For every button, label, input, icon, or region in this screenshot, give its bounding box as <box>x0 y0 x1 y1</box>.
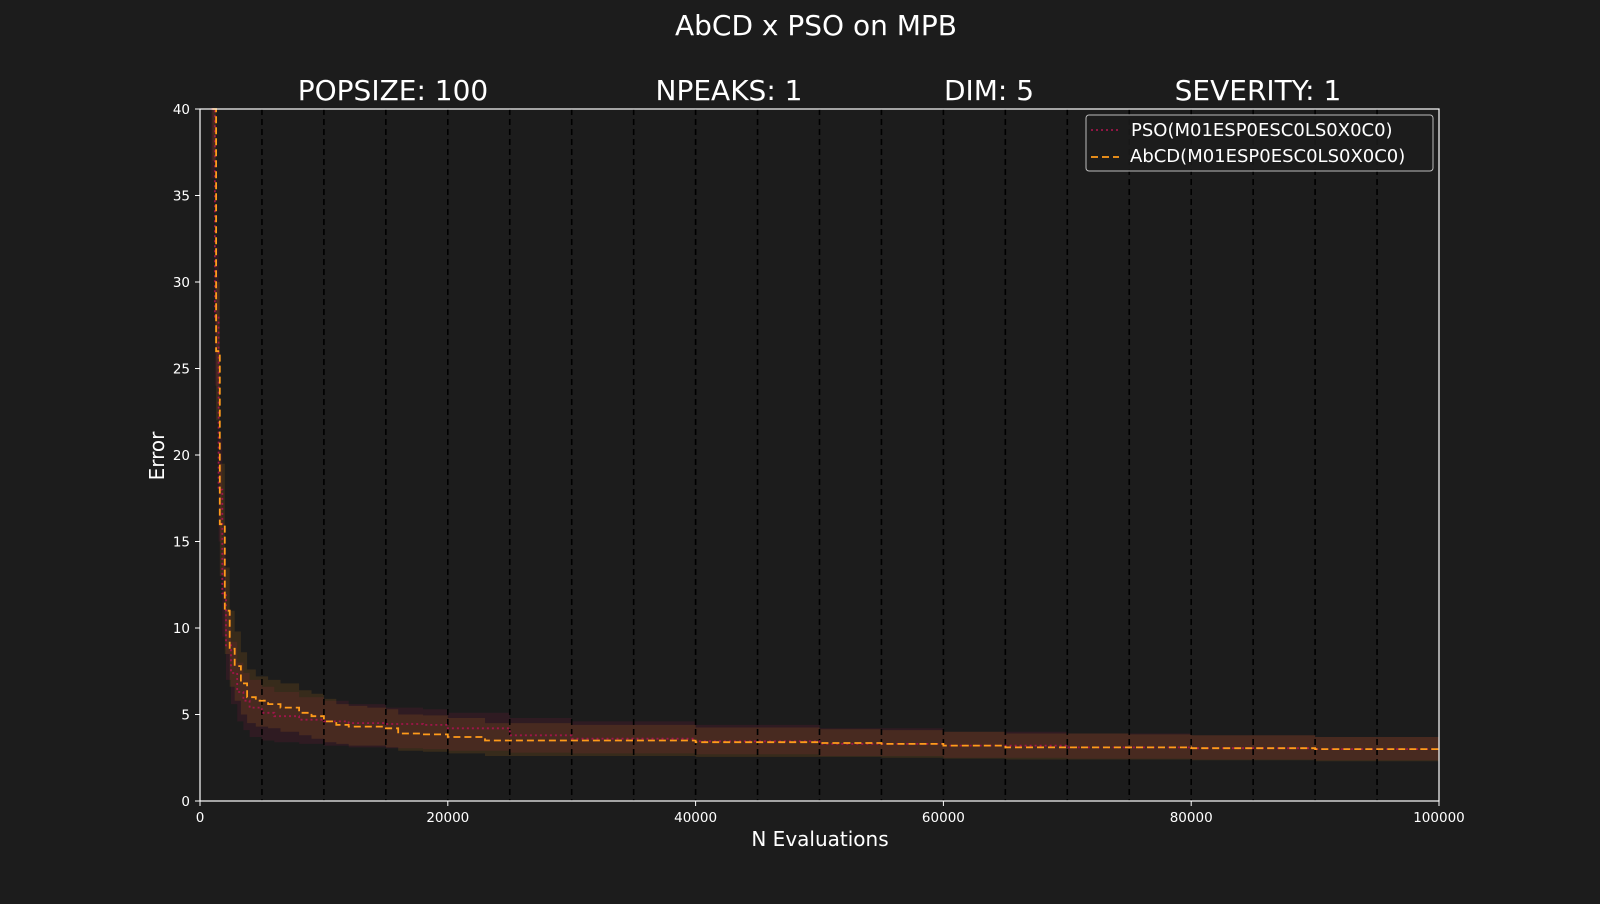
y-tick-label: 30 <box>173 275 190 291</box>
x-tick-label: 100000 <box>1413 810 1465 826</box>
chart-title: AbCD x PSO on MPB <box>675 9 957 42</box>
x-tick-label: 0 <box>196 810 205 826</box>
series-lines <box>211 108 1439 750</box>
subtitle-severity: SEVERITY: 1 <box>1175 74 1342 107</box>
y-tick-label: 20 <box>173 448 190 464</box>
y-axis-label: Error <box>145 431 169 481</box>
y-tick-label: 25 <box>173 362 190 378</box>
x-tick-label: 40000 <box>674 810 717 826</box>
y-axis-ticks: 0 5 10 15 20 25 30 35 40 <box>173 102 200 810</box>
legend-label-pso: PSO(M01ESP0ESC0LS0X0C0) <box>1131 120 1393 141</box>
x-tick-label: 60000 <box>922 810 965 826</box>
legend-label-abcd: AbCD(M01ESP0ESC0LS0X0C0) <box>1130 146 1405 167</box>
subtitle-dim: DIM: 5 <box>944 74 1034 107</box>
x-axis-ticks: 0 20000 40000 60000 80000 100000 <box>196 801 1465 826</box>
vertical-reference-lines <box>261 109 1378 801</box>
y-tick-label: 10 <box>173 621 190 637</box>
y-tick-label: 40 <box>173 102 190 118</box>
x-tick-label: 80000 <box>1170 810 1213 826</box>
subtitle-npeaks: NPEAKS: 1 <box>656 74 803 107</box>
y-tick-label: 35 <box>173 189 190 205</box>
series-line-abcd <box>212 108 1439 750</box>
legend-box <box>1085 114 1434 172</box>
y-tick-label: 0 <box>181 794 190 810</box>
legend: PSO(M01ESP0ESC0LS0X0C0) AbCD(M01ESP0ESC0… <box>1085 114 1434 172</box>
x-tick-label: 20000 <box>426 810 469 826</box>
y-tick-label: 15 <box>173 535 190 551</box>
x-axis-label: N Evaluations <box>751 827 888 851</box>
y-tick-label: 5 <box>181 708 190 724</box>
subtitle-popsize: POPSIZE: 100 <box>298 74 489 107</box>
